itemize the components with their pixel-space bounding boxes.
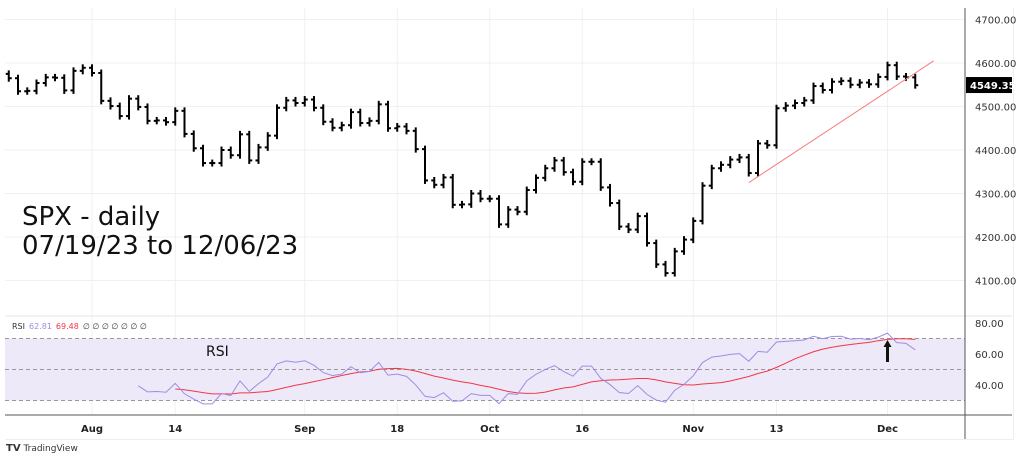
date-tick-label: Nov <box>682 424 704 435</box>
date-tick-label: Sep <box>294 424 315 435</box>
date-tick-label: Dec <box>877 424 898 435</box>
tv-logo-icon: TV <box>6 443 21 454</box>
rsi-tick-label: 40.00 <box>975 381 1004 392</box>
date-tick-label: Oct <box>480 424 499 435</box>
chart-frame <box>5 8 1014 440</box>
rsi-value: 62.81 <box>29 322 52 331</box>
last-price-badge <box>966 77 1012 94</box>
last-price-label: 4549.35 <box>970 81 1016 92</box>
rsi-legend[interactable]: RSI 62.81 69.48 ∅ ∅ ∅ ∅ ∅ ∅ ∅ <box>12 322 151 331</box>
rsi-ma-line <box>175 338 916 395</box>
price-tick-label: 4200.00 <box>975 233 1016 244</box>
date-tick-label: 16 <box>575 424 589 435</box>
rsi-label: RSI <box>206 344 229 360</box>
rsi-extra-values: ∅ ∅ ∅ ∅ ∅ ∅ ∅ <box>82 322 147 331</box>
price-tick-label: 4700.00 <box>975 16 1016 27</box>
chart-annotation: SPX - daily 07/19/23 to 12/06/23 <box>22 203 298 261</box>
date-tick-label: 14 <box>168 424 182 435</box>
rsi-legend-name: RSI <box>12 322 25 331</box>
price-tick-label: 4500.00 <box>975 103 1016 114</box>
date-tick-label: 13 <box>770 424 784 435</box>
rsi-tick-label: 60.00 <box>975 350 1004 361</box>
annotation-line2: 07/19/23 to 12/06/23 <box>22 231 299 261</box>
date-tick-label: Aug <box>81 424 103 435</box>
annotation-line1: SPX - daily <box>22 202 161 232</box>
price-tick-label: 4100.00 <box>975 277 1016 288</box>
price-tick-label: 4600.00 <box>975 59 1016 70</box>
up-arrow-head-icon <box>883 340 892 347</box>
rsi-tick-label: 80.00 <box>975 319 1004 330</box>
tv-brand: TradingView <box>23 444 78 454</box>
rsi-ma-value: 69.48 <box>55 322 79 331</box>
date-tick-label: 18 <box>390 424 404 435</box>
rsi-line <box>137 332 916 405</box>
trendline <box>748 60 935 184</box>
price-tick-label: 4400.00 <box>975 146 1016 157</box>
price-tick-label: 4300.00 <box>975 190 1016 201</box>
tradingview-logo[interactable]: TV TradingView <box>6 443 78 454</box>
